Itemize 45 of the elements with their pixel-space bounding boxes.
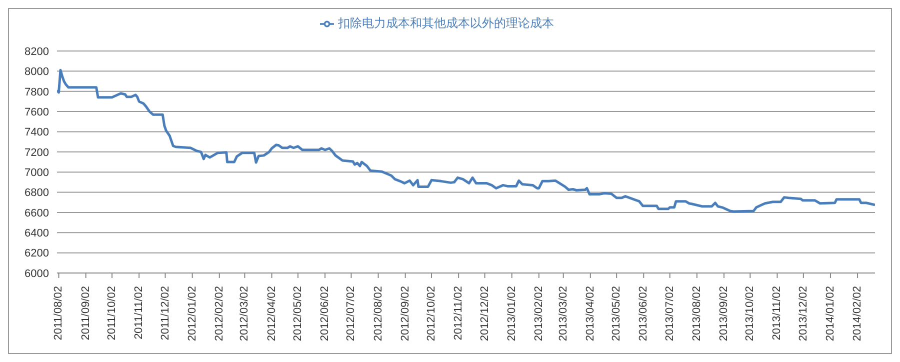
y-tick-label: 7600	[24, 106, 49, 118]
line-series	[57, 68, 875, 213]
y-tick-label: 6200	[24, 248, 49, 260]
x-tick-label: 2013/09/02	[718, 286, 730, 342]
y-tick-label: 6600	[24, 207, 49, 220]
x-tick-label: 2012/07/02	[345, 286, 358, 342]
x-tick-label: 2013/04/02	[584, 286, 596, 342]
x-tick-label: 2012/02/02	[213, 286, 226, 342]
x-tick-label: 2013/06/02	[638, 286, 650, 342]
x-tick-label: 2012/03/02	[238, 286, 251, 342]
y-tick-label: 6400	[24, 228, 49, 240]
x-tick-label: 2013/11/02	[771, 286, 784, 340]
x-tick-label: 2013/05/02	[610, 286, 623, 342]
x-tick-label: 2013/07/02	[664, 286, 676, 342]
x-tick-label: 2012/12/02	[478, 286, 491, 342]
x-tick-label: 2014/01/02	[824, 286, 836, 342]
x-tick-label: 2012/06/02	[319, 286, 332, 342]
x-tick-label: 2014/02/02	[852, 286, 864, 342]
x-tick-label: 2012/04/02	[266, 286, 278, 342]
y-tick-label: 8000	[24, 66, 49, 78]
x-tick-label: 2011/10/02	[106, 286, 118, 340]
y-tick-label: 7000	[24, 166, 49, 179]
x-tick-label: 2013/10/02	[744, 286, 756, 342]
y-tick-label: 7800	[24, 86, 49, 98]
x-tick-label: 2011/12/02	[159, 286, 172, 340]
x-tick-label: 2012/11/02	[452, 286, 465, 340]
x-tick-label: 2013/12/02	[797, 286, 810, 342]
x-tick-label: 2013/03/02	[557, 286, 570, 342]
y-tick-label: 6000	[24, 268, 49, 280]
x-tick-label: 2012/05/02	[292, 286, 304, 342]
y-tick-label: 6800	[24, 187, 49, 200]
x-tick-label: 2013/08/02	[690, 286, 703, 342]
y-tick-label: 7200	[24, 146, 49, 159]
x-tick-label: 2013/02/02	[532, 286, 545, 342]
x-tick-label: 2012/09/02	[399, 286, 412, 342]
x-tick-label: 2013/01/02	[506, 286, 518, 342]
x-tick-label: 2012/08/02	[372, 286, 384, 342]
legend-label: 扣除电力成本和其他成本以外的理论成本	[338, 16, 554, 30]
x-tick-label: 2011/09/02	[80, 286, 92, 340]
y-tick-label: 7400	[24, 126, 49, 139]
x-tick-label: 2011/11/02	[133, 286, 146, 340]
x-tick-label: 2012/10/02	[426, 286, 438, 342]
x-tick-label: 2012/01/02	[186, 286, 198, 342]
x-tick-label: 2011/08/02	[52, 286, 65, 340]
y-tick-label: 8200	[24, 46, 49, 58]
